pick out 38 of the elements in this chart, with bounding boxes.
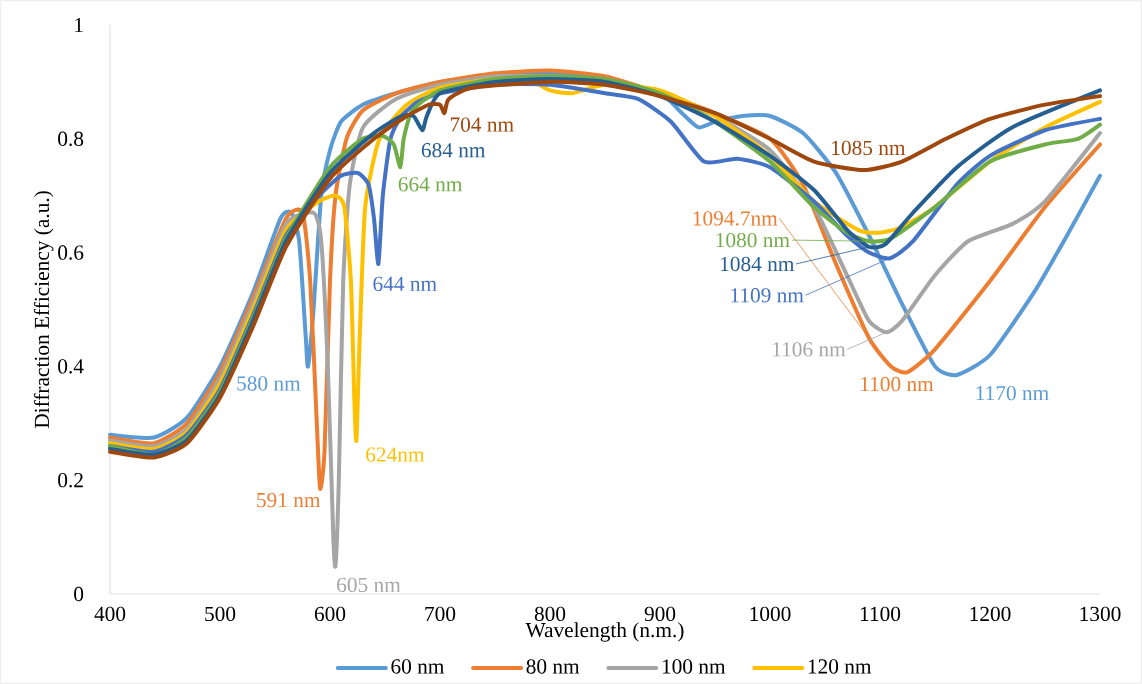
x-axis-title: Wavelength (n.m.) (525, 622, 684, 642)
legend-label: 80 nm (526, 659, 580, 674)
annotation: 1085 nm (832, 140, 906, 156)
y-tick-label: 0.6 (58, 245, 84, 260)
legend-label: 60 nm (391, 659, 445, 674)
annotation: 1084 nm (721, 256, 795, 272)
x-tick-label: 500 (205, 606, 236, 622)
annotation: 684 nm (421, 142, 486, 158)
annotation: 1170 nm (976, 385, 1049, 401)
x-tick-label: 1300 (1080, 606, 1121, 622)
annotation: 1109 nm (731, 288, 804, 303)
annotation: 1100 nm (861, 376, 934, 392)
y-tick-label: 0.2 (58, 472, 83, 488)
y-tick-label: 0.8 (58, 131, 84, 147)
annotation: 1080 nm (716, 232, 790, 248)
annotation: 1094.7nm (693, 211, 778, 226)
x-tick-label: 600 (314, 606, 346, 622)
annotation: 591 nm (257, 492, 321, 508)
x-tick-label: 900 (644, 606, 676, 622)
annotation: 644 nm (373, 276, 437, 292)
annotation: 664 nm (398, 177, 463, 192)
y-tick-label: 0.4 (58, 359, 84, 374)
x-tick-label: 1000 (750, 606, 791, 622)
x-tick-label: 700 (425, 606, 456, 622)
annotation: 1106 nm (773, 342, 846, 357)
x-tick-label: 400 (94, 606, 126, 622)
y-tick-label: 1 (75, 17, 83, 33)
legend-label: 120 nm (808, 659, 872, 674)
y-tick-label: 0 (74, 586, 84, 602)
legend-label: 100 nm (662, 659, 726, 674)
annotation: 704 nm (450, 117, 514, 132)
x-tick-label: 800 (534, 606, 566, 622)
y-axis-title: Diffraction Efficiency (a.u.) (33, 191, 54, 429)
annotation: 605 nm (337, 577, 401, 593)
x-tick-label: 1200 (970, 606, 1011, 622)
annotation: 580 nm (237, 376, 301, 391)
annotation: 624nm (366, 447, 425, 462)
x-tick-label: 1100 (860, 606, 901, 622)
